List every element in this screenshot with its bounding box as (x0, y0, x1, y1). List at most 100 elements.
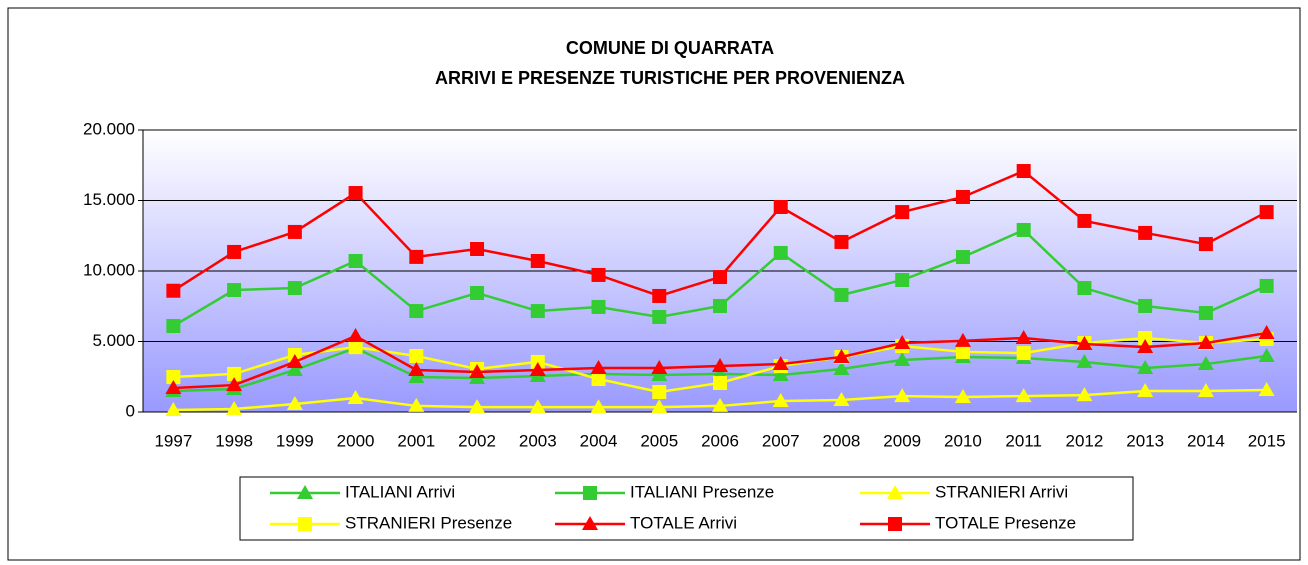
marker (1077, 281, 1092, 296)
marker (1197, 335, 1214, 350)
marker (166, 370, 181, 385)
marker (287, 224, 302, 239)
marker (1015, 388, 1032, 403)
marker (1076, 353, 1093, 368)
marker (1137, 382, 1154, 397)
marker (1138, 298, 1153, 313)
marker (652, 384, 667, 399)
marker (712, 358, 728, 373)
x-tick-label: 2013 (1126, 431, 1164, 450)
marker (347, 390, 364, 405)
x-tick-label: 2005 (640, 431, 678, 450)
marker (1137, 338, 1154, 353)
marker (583, 486, 597, 500)
marker (1138, 330, 1153, 345)
marker (1259, 278, 1274, 293)
x-tick-label: 2004 (580, 431, 618, 450)
x-tick-label: 1999 (276, 431, 314, 450)
marker (1259, 205, 1274, 220)
marker (590, 399, 607, 414)
marker (470, 285, 485, 300)
marker (834, 287, 849, 302)
marker (894, 388, 911, 403)
marker (1197, 382, 1214, 397)
marker (895, 273, 910, 288)
marker (1077, 213, 1092, 228)
marker (954, 332, 971, 347)
marker (834, 234, 849, 249)
x-tick-label: 2006 (701, 431, 739, 450)
marker (165, 402, 182, 417)
x-tick-label: 2007 (762, 431, 800, 450)
marker (713, 298, 727, 313)
marker (227, 244, 242, 259)
marker (286, 353, 303, 368)
marker (833, 360, 850, 375)
marker (772, 367, 789, 382)
chart-title: COMUNE DI QUARRATA (566, 38, 774, 58)
marker (955, 344, 970, 359)
x-tick-label: 2002 (458, 431, 496, 450)
marker (833, 392, 850, 407)
marker (591, 372, 606, 387)
marker (894, 335, 911, 350)
marker (1076, 387, 1093, 402)
marker (590, 360, 607, 375)
marker (954, 389, 971, 404)
marker (894, 351, 911, 366)
y-tick-label: 10.000 (83, 260, 135, 279)
marker (469, 399, 486, 414)
marker (226, 401, 243, 416)
marker (530, 253, 545, 268)
marker (227, 366, 242, 381)
marker (651, 360, 668, 375)
x-tick-label: 1998 (215, 431, 253, 450)
marker (955, 189, 970, 204)
marker (591, 299, 606, 314)
marker (298, 517, 312, 531)
marker (348, 340, 363, 355)
y-tick-label: 15.000 (83, 190, 135, 209)
marker (712, 397, 728, 412)
marker (888, 517, 902, 531)
marker (530, 304, 545, 319)
x-tick-label: 2010 (944, 431, 982, 450)
marker (1258, 382, 1275, 397)
marker (297, 485, 313, 499)
x-tick-label: 2001 (397, 431, 435, 450)
marker (286, 395, 303, 410)
marker (470, 242, 485, 257)
marker (1016, 222, 1031, 237)
marker (591, 267, 606, 282)
x-tick-label: 1997 (154, 431, 192, 450)
marker (347, 328, 364, 343)
x-tick-label: 2012 (1066, 431, 1104, 450)
marker (1016, 346, 1031, 361)
marker (582, 516, 598, 530)
marker (529, 399, 546, 414)
marker (833, 349, 850, 364)
marker (1258, 325, 1275, 340)
marker (1138, 225, 1153, 240)
y-tick-label: 5.000 (92, 331, 135, 350)
marker (895, 205, 910, 220)
marker (772, 356, 789, 371)
marker (955, 250, 970, 265)
marker (286, 361, 303, 376)
marker (408, 361, 425, 376)
marker (1137, 360, 1154, 375)
marker (165, 380, 182, 395)
marker (1015, 329, 1032, 344)
marker (409, 349, 424, 364)
legend-label: TOTALE Arrivi (630, 513, 737, 532)
marker (651, 367, 668, 382)
legend-label: TOTALE Presenze (935, 513, 1076, 532)
marker (409, 249, 424, 264)
marker (773, 245, 788, 260)
legend-label: ITALIANI Arrivi (345, 482, 455, 501)
marker (348, 186, 363, 201)
marker (469, 363, 486, 378)
marker (1198, 237, 1213, 252)
